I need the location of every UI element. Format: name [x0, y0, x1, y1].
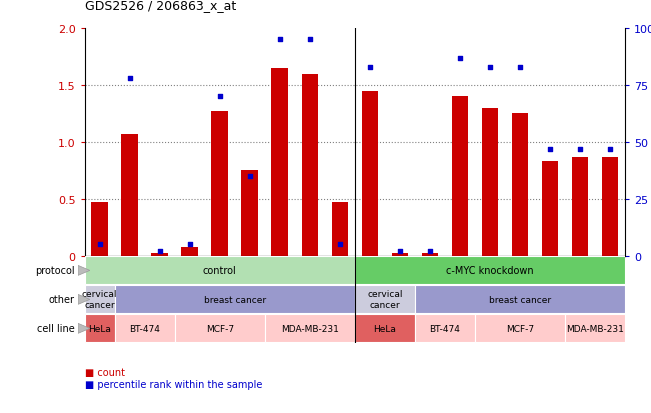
Bar: [301, 74, 318, 256]
Text: MCF-7: MCF-7: [506, 324, 534, 333]
Text: HeLa: HeLa: [88, 324, 111, 333]
Bar: [115, 285, 355, 313]
Text: control: control: [203, 266, 236, 275]
Bar: [542, 162, 558, 256]
Bar: [115, 314, 174, 342]
Bar: [85, 256, 355, 285]
Bar: [482, 108, 498, 256]
Point: [545, 146, 555, 152]
Bar: [572, 157, 589, 256]
Text: ■ percentile rank within the sample: ■ percentile rank within the sample: [85, 379, 262, 389]
Bar: [152, 254, 168, 256]
Point: [335, 241, 345, 248]
Bar: [355, 285, 415, 313]
Point: [154, 248, 165, 255]
Point: [424, 248, 435, 255]
Bar: [265, 314, 355, 342]
Text: cervical
cancer: cervical cancer: [367, 290, 402, 309]
Bar: [212, 112, 228, 256]
Text: BT-474: BT-474: [130, 324, 160, 333]
Point: [454, 55, 465, 62]
Bar: [422, 254, 438, 256]
Point: [245, 173, 255, 180]
Bar: [242, 171, 258, 256]
Point: [214, 94, 225, 100]
Text: MDA-MB-231: MDA-MB-231: [281, 324, 339, 333]
Text: cervical
cancer: cervical cancer: [82, 290, 117, 309]
Text: BT-474: BT-474: [430, 324, 460, 333]
Bar: [85, 314, 115, 342]
Point: [395, 248, 405, 255]
Point: [484, 64, 495, 71]
Bar: [452, 97, 468, 256]
Text: ■ count: ■ count: [85, 367, 124, 377]
Bar: [355, 314, 415, 342]
Text: c-MYC knockdown: c-MYC knockdown: [446, 266, 534, 275]
Text: breast cancer: breast cancer: [489, 295, 551, 304]
Bar: [602, 157, 618, 256]
Bar: [85, 285, 115, 313]
Bar: [174, 314, 265, 342]
Text: GDS2526 / 206863_x_at: GDS2526 / 206863_x_at: [85, 0, 236, 12]
Polygon shape: [78, 295, 90, 305]
Bar: [391, 254, 408, 256]
Bar: [415, 314, 475, 342]
Bar: [331, 203, 348, 256]
Text: MCF-7: MCF-7: [206, 324, 234, 333]
Point: [124, 76, 135, 82]
Bar: [121, 135, 138, 256]
Text: other: other: [49, 294, 75, 305]
Point: [365, 64, 375, 71]
Text: protocol: protocol: [35, 266, 75, 276]
Point: [94, 241, 105, 248]
Bar: [91, 203, 108, 256]
Bar: [512, 114, 528, 256]
Text: cell line: cell line: [37, 323, 75, 334]
Polygon shape: [78, 266, 90, 276]
Polygon shape: [78, 324, 90, 334]
Bar: [355, 256, 625, 285]
Point: [184, 241, 195, 248]
Point: [305, 37, 315, 43]
Text: MDA-MB-231: MDA-MB-231: [566, 324, 624, 333]
Point: [275, 37, 285, 43]
Bar: [415, 285, 625, 313]
Point: [515, 64, 525, 71]
Bar: [565, 314, 625, 342]
Bar: [271, 69, 288, 256]
Point: [605, 146, 615, 152]
Bar: [361, 91, 378, 256]
Text: breast cancer: breast cancer: [204, 295, 266, 304]
Text: HeLa: HeLa: [374, 324, 396, 333]
Bar: [182, 247, 198, 256]
Point: [575, 146, 585, 152]
Bar: [475, 314, 565, 342]
